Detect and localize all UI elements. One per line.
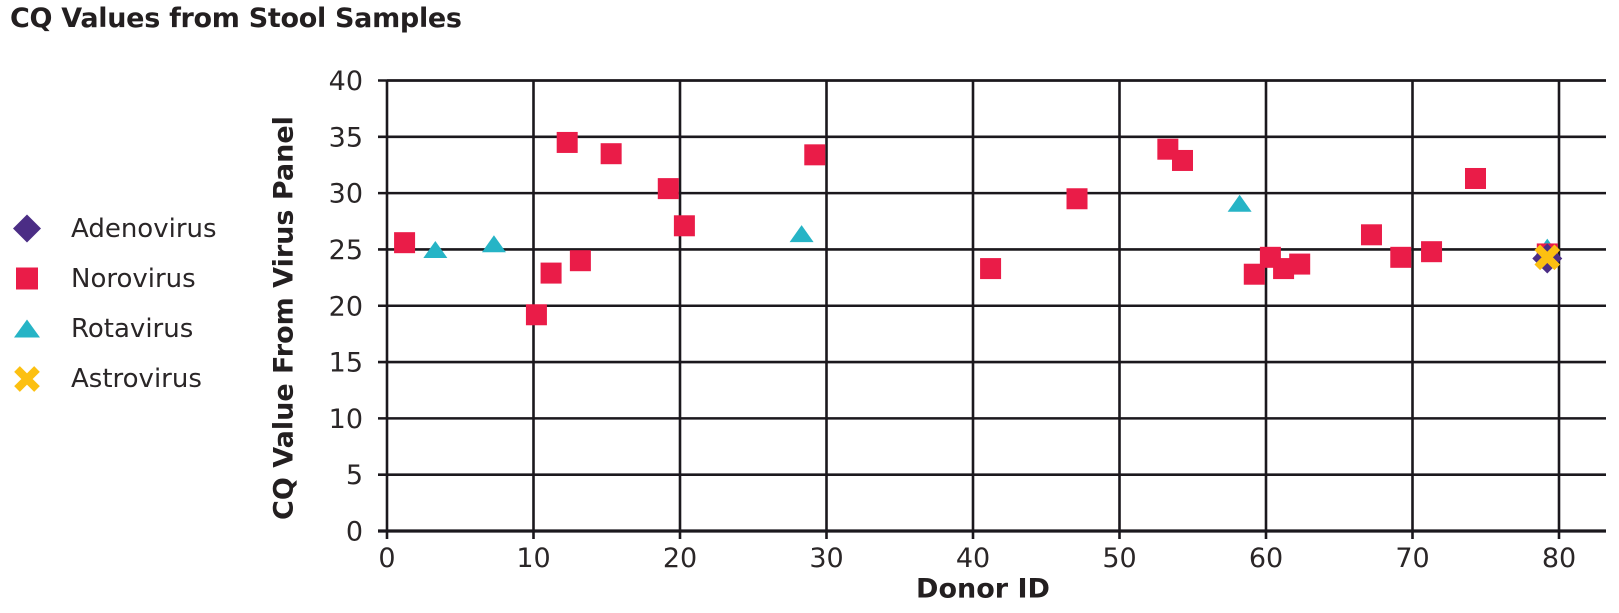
triangle-shape (14, 319, 40, 338)
x-tick-label: 60 (1249, 543, 1283, 574)
y-tick-label: 20 (329, 291, 363, 322)
page-title: CQ Values from Stool Samples (10, 3, 462, 34)
x-tick-label: 10 (516, 543, 550, 574)
y-tick-label: 35 (329, 122, 363, 153)
legend: Adenovirus Norovirus Rotavirus Astrovirus (11, 213, 217, 394)
legend-item-rotavirus: Rotavirus (11, 313, 217, 344)
legend-item-astrovirus: Astrovirus (11, 363, 217, 394)
data-point-norovirus (1464, 167, 1486, 189)
data-point-norovirus (1243, 263, 1265, 285)
data-point-norovirus (1171, 149, 1193, 171)
data-point-norovirus (673, 215, 695, 237)
square-icon (16, 267, 38, 290)
data-point-rotavirus (423, 240, 448, 258)
y-tick-label: 5 (346, 460, 363, 491)
data-point-norovirus (556, 131, 578, 153)
legend-item-adenovirus: Adenovirus (11, 213, 217, 244)
diamond-shape (13, 214, 41, 243)
legend-label: Norovirus (71, 263, 196, 294)
data-point-norovirus (1066, 188, 1088, 210)
data-point-norovirus (1289, 253, 1311, 275)
x-tick-label: 40 (956, 543, 990, 574)
data-point-norovirus (540, 262, 562, 284)
square-shape (16, 267, 38, 290)
x-tick-label: 0 (378, 543, 395, 574)
y-tick-label: 0 (346, 517, 363, 548)
data-point-rotavirus (481, 235, 506, 253)
data-point-norovirus (1390, 246, 1412, 268)
x-tick-label: 20 (663, 543, 697, 574)
legend-label: Rotavirus (71, 313, 194, 344)
x-tick-label: 70 (1395, 543, 1429, 574)
legend-label: Astrovirus (71, 363, 202, 394)
legend-label: Adenovirus (71, 213, 217, 244)
x-tick-label: 80 (1542, 543, 1576, 574)
y-tick-label: 15 (329, 348, 363, 379)
data-point-norovirus (1421, 241, 1443, 263)
x-tick-label: 50 (1102, 543, 1136, 574)
y-tick-label: 25 (329, 235, 363, 266)
x-tick-label: 30 (809, 543, 843, 574)
y-tick-label: 30 (329, 179, 363, 210)
y-tick-label: 10 (329, 404, 363, 435)
data-point-norovirus (980, 258, 1002, 280)
data-point-norovirus (1360, 224, 1382, 246)
data-point-norovirus (525, 304, 547, 326)
data-point-astrovirus (1534, 244, 1561, 271)
x-axis-title: Donor ID (916, 573, 1050, 605)
x-icon (14, 366, 40, 392)
data-point-norovirus (1273, 258, 1295, 280)
data-point-norovirus (804, 144, 826, 166)
diamond-icon (13, 214, 41, 243)
data-point-norovirus (569, 250, 591, 272)
data-point-rotavirus (789, 225, 814, 243)
data-point-norovirus (394, 232, 416, 254)
triangle-icon (14, 319, 40, 338)
legend-item-norovirus: Norovirus (11, 263, 217, 294)
data-point-rotavirus (1227, 194, 1252, 212)
x-shape (14, 366, 40, 392)
data-point-norovirus (657, 178, 679, 200)
y-tick-label: 40 (329, 66, 363, 97)
data-point-norovirus (600, 143, 622, 165)
